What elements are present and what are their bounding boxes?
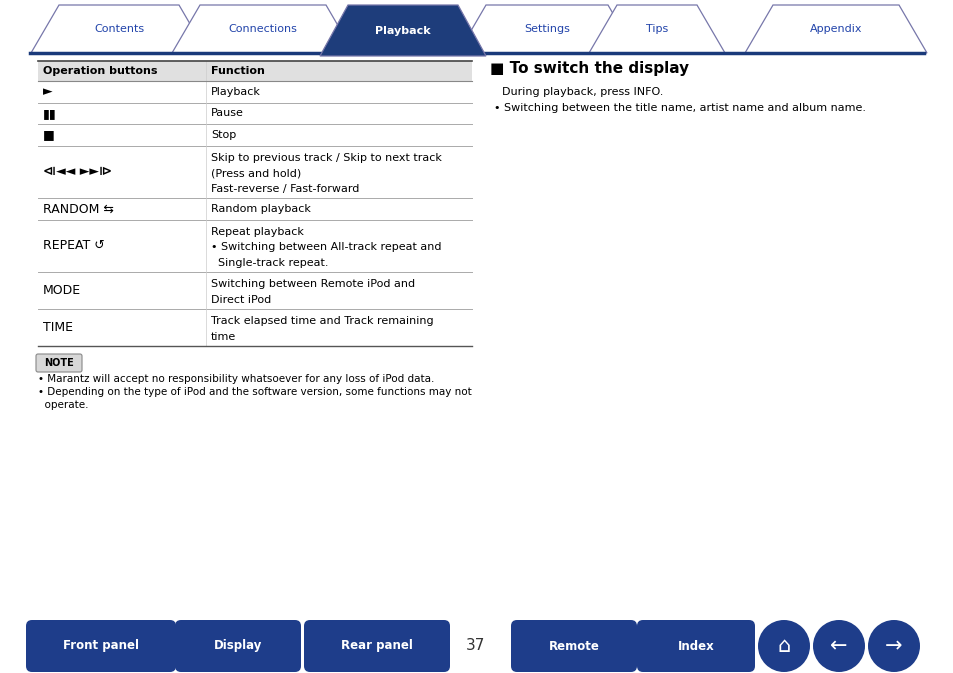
Text: Appendix: Appendix [809, 24, 862, 34]
Text: Playback: Playback [211, 87, 260, 97]
Circle shape [867, 620, 919, 672]
Text: Operation buttons: Operation buttons [43, 66, 157, 76]
Polygon shape [588, 5, 724, 53]
Text: →: → [884, 636, 902, 656]
Text: Repeat playback: Repeat playback [211, 227, 304, 237]
Text: Single-track repeat.: Single-track repeat. [211, 258, 328, 268]
Text: Stop: Stop [211, 130, 236, 140]
Text: ▮▮: ▮▮ [43, 107, 56, 120]
Text: time: time [211, 332, 236, 342]
Text: Index: Index [677, 639, 714, 653]
Text: Connections: Connections [229, 24, 297, 34]
FancyBboxPatch shape [36, 354, 82, 372]
Text: ►: ► [43, 85, 52, 98]
Text: Rear panel: Rear panel [341, 639, 413, 653]
Text: TIME: TIME [43, 321, 73, 334]
Text: Contents: Contents [93, 24, 144, 34]
Polygon shape [172, 5, 354, 53]
Text: (Press and hold): (Press and hold) [211, 168, 301, 178]
Text: Display: Display [213, 639, 262, 653]
FancyBboxPatch shape [26, 620, 175, 672]
Text: RANDOM ⇆: RANDOM ⇆ [43, 203, 113, 215]
Text: Switching between Remote iPod and: Switching between Remote iPod and [211, 279, 415, 289]
Polygon shape [319, 5, 485, 56]
Text: ←: ← [829, 636, 847, 656]
Bar [38, 61, 472, 81]
Text: NOTE: NOTE [44, 358, 73, 368]
Text: • Switching between the title name, artist name and album name.: • Switching between the title name, arti… [494, 103, 865, 113]
Text: Fast-reverse / Fast-forward: Fast-reverse / Fast-forward [211, 184, 359, 194]
Text: Function: Function [211, 66, 265, 76]
Text: • Depending on the type of iPod and the software version, some functions may not: • Depending on the type of iPod and the … [38, 387, 471, 397]
Text: 37: 37 [466, 639, 485, 653]
Circle shape [758, 620, 809, 672]
FancyBboxPatch shape [304, 620, 450, 672]
Text: Direct iPod: Direct iPod [211, 295, 271, 305]
Polygon shape [744, 5, 926, 53]
Text: Playback: Playback [375, 26, 431, 36]
Text: MODE: MODE [43, 284, 81, 297]
Text: Tips: Tips [645, 24, 667, 34]
Text: Pause: Pause [211, 108, 244, 118]
Text: Track elapsed time and Track remaining: Track elapsed time and Track remaining [211, 316, 434, 326]
FancyBboxPatch shape [174, 620, 301, 672]
Text: ■: ■ [43, 129, 54, 141]
Text: ⌂: ⌂ [777, 636, 790, 656]
Polygon shape [457, 5, 636, 53]
Text: • Marantz will accept no responsibility whatsoever for any loss of iPod data.: • Marantz will accept no responsibility … [38, 374, 434, 384]
Text: REPEAT ↺: REPEAT ↺ [43, 239, 105, 252]
Polygon shape [30, 5, 207, 53]
Text: During playback, press INFO.: During playback, press INFO. [501, 87, 662, 97]
Text: ■ To switch the display: ■ To switch the display [490, 61, 688, 76]
Text: Random playback: Random playback [211, 204, 311, 214]
Text: operate.: operate. [38, 400, 89, 410]
FancyBboxPatch shape [637, 620, 754, 672]
Circle shape [812, 620, 864, 672]
Text: Remote: Remote [548, 639, 598, 653]
FancyBboxPatch shape [511, 620, 637, 672]
Text: ⧏◄◄ ►►⧐: ⧏◄◄ ►►⧐ [43, 166, 112, 178]
Text: Front panel: Front panel [63, 639, 139, 653]
Text: • Switching between All-track repeat and: • Switching between All-track repeat and [211, 242, 441, 252]
Text: Skip to previous track / Skip to next track: Skip to previous track / Skip to next tr… [211, 153, 441, 163]
Text: Settings: Settings [523, 24, 569, 34]
